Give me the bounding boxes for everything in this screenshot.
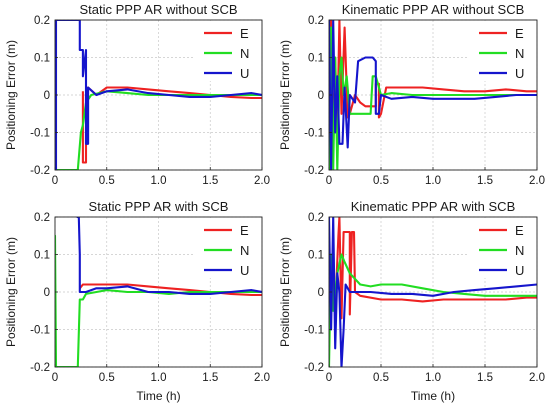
panel-title: Static PPP AR without SCB (80, 2, 238, 17)
y-tick-label: -0.2 (304, 165, 324, 177)
y-tick-label: 0 (318, 287, 324, 299)
y-tick-label: -0.2 (304, 362, 324, 374)
series-line-N (55, 90, 262, 170)
series-line-N (329, 26, 537, 170)
x-tick-label: 1.5 (202, 175, 218, 187)
y-tick-label: -0.1 (30, 128, 50, 140)
x-tick-label: 0 (52, 372, 58, 384)
legend-label-N: N (240, 243, 249, 258)
legend-label-U: U (240, 263, 249, 278)
y-tick-label: -0.2 (30, 165, 50, 177)
x-tick-label: 1.0 (151, 372, 167, 384)
x-tick-label: 0.5 (373, 175, 389, 187)
x-tick-label: 0.5 (99, 372, 115, 384)
series-line-N (55, 234, 262, 367)
series-group (55, 20, 262, 170)
legend-label-N: N (515, 46, 524, 61)
legend-label-E: E (240, 223, 249, 238)
y-tick-label: -0.1 (304, 128, 324, 140)
series-group (329, 20, 537, 170)
chart-panel-4: 0 0.5 1.0 1.5 2.0 -0.2 -0.1 0 0.1 0.2 Kinematic PP… (278, 199, 545, 403)
legend-label-N: N (240, 46, 249, 61)
panel-title: Kinematic PPP AR with SCB (351, 199, 516, 214)
legend: ENU (469, 218, 536, 278)
chart-panel-2: 0 0.5 1.0 1.5 2.0 -0.2 -0.1 0 0.1 0.2 Kinematic PP… (278, 2, 545, 187)
series-line-U (329, 20, 537, 170)
x-tick-label: 1.0 (151, 175, 167, 187)
series-line-U (329, 217, 537, 367)
y-tick-label: -0.1 (304, 325, 324, 337)
series-group (329, 217, 537, 367)
x-tick-label: 1.5 (477, 175, 493, 187)
legend-label-E: E (240, 26, 249, 41)
legend-label-U: U (240, 66, 249, 81)
legend-label-U: U (515, 263, 524, 278)
x-tick-label: 1.0 (425, 175, 441, 187)
x-tick-label: 1.5 (477, 372, 493, 384)
y-tick-label: 0.2 (308, 15, 324, 27)
x-tick-label: 1.0 (425, 372, 441, 384)
y-axis-label: Positioning Error (m) (278, 237, 292, 347)
x-tick-label: 2.0 (529, 372, 545, 384)
series-line-E (329, 217, 537, 320)
legend-label-E: E (515, 26, 524, 41)
x-tick-label: 2.0 (254, 372, 270, 384)
x-axis-label: Time (h) (136, 389, 180, 403)
chart-panel-3: 0 0.5 1.0 1.5 2.0 -0.2 -0.1 0 0.1 0.2 Static PPP A… (4, 199, 270, 403)
legend-label-U: U (515, 66, 524, 81)
panel-title: Static PPP AR with SCB (89, 199, 229, 214)
y-tick-label: 0.2 (34, 212, 50, 224)
y-tick-label: 0.1 (34, 250, 50, 262)
y-axis-label: Positioning Error (m) (278, 40, 292, 150)
y-tick-label: 0.1 (34, 53, 50, 65)
x-tick-label: 0 (326, 372, 332, 384)
y-tick-label: -0.1 (30, 325, 50, 337)
x-axis-label: Time (h) (411, 389, 455, 403)
x-tick-label: 1.5 (202, 372, 218, 384)
series-line-E (81, 86, 262, 164)
x-tick-label: 2.0 (254, 175, 270, 187)
legend-label-E: E (515, 223, 524, 238)
y-axis-label: Positioning Error (m) (4, 237, 18, 347)
series-group (55, 217, 262, 367)
panel-title: Kinematic PPP AR without SCB (342, 2, 525, 17)
series-line-U (76, 217, 262, 295)
y-axis-label: Positioning Error (m) (4, 40, 18, 150)
series-line-U (55, 20, 262, 170)
legend: ENU (194, 218, 261, 278)
y-tick-label: 0 (44, 90, 50, 102)
y-tick-label: 0.1 (308, 53, 324, 65)
x-tick-label: 0 (52, 175, 58, 187)
chart-panel-1: 0 0.5 1.0 1.5 2.0 -0.2 -0.1 0 0.1 0.2 Static PPP A… (4, 2, 270, 187)
legend-label-N: N (515, 243, 524, 258)
x-tick-label: 0 (326, 175, 332, 187)
y-tick-label: 0.2 (308, 212, 324, 224)
legend: ENU (194, 21, 261, 81)
x-tick-label: 0.5 (99, 175, 115, 187)
y-tick-label: 0.1 (308, 250, 324, 262)
y-tick-label: 0 (44, 287, 50, 299)
x-tick-label: 0.5 (373, 372, 389, 384)
x-tick-label: 2.0 (529, 175, 545, 187)
y-tick-label: -0.2 (30, 362, 50, 374)
y-tick-label: 0.2 (34, 15, 50, 27)
series-line-E (78, 283, 262, 297)
legend: ENU (469, 21, 536, 81)
y-tick-label: 0 (318, 90, 324, 102)
